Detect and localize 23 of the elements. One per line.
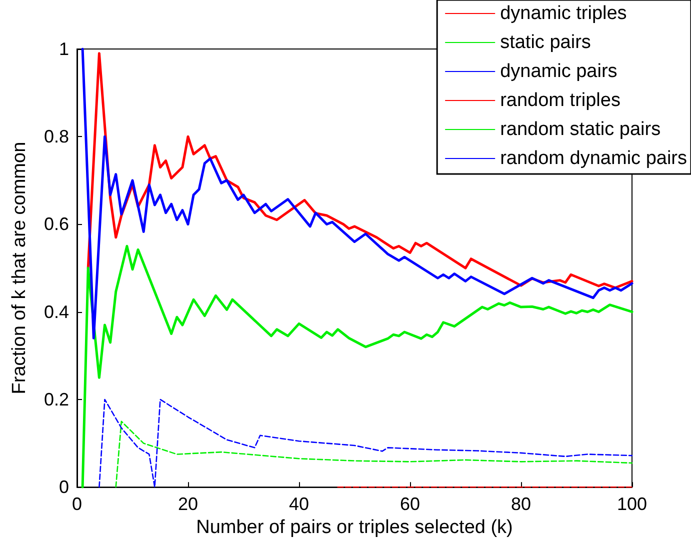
y-tick-label: 0.6 [44,214,69,234]
x-tick-label: 0 [72,494,82,514]
y-tick-label: 0 [58,477,69,498]
x-tick-label: 40 [288,494,310,514]
legend-label: dynamic pairs [500,61,618,82]
x-tick-label: 100 [616,494,648,514]
legend-label: static pairs [500,32,591,53]
y-tick-label: 0.8 [44,126,69,147]
y-tick-label: 1 [58,39,69,59]
line-series [115,420,633,488]
line-series [98,398,633,488]
x-tick-label: 80 [510,494,532,514]
x-tick-label: 20 [178,494,198,514]
legend-label: random triples [500,90,620,111]
legend-label: random static pairs [500,119,661,140]
y-axis-title: Fraction of k that are common [9,142,30,394]
legend-label: dynamic triples [500,3,627,24]
y-tick-label: 0.2 [44,389,69,410]
legend-label: random dynamic pairs [500,148,688,169]
line-series [81,244,634,488]
x-axis-title: Number of pairs or triples selected (k) [196,517,513,538]
y-tick-label: 0.4 [44,302,69,322]
x-tick-label: 60 [400,494,420,514]
